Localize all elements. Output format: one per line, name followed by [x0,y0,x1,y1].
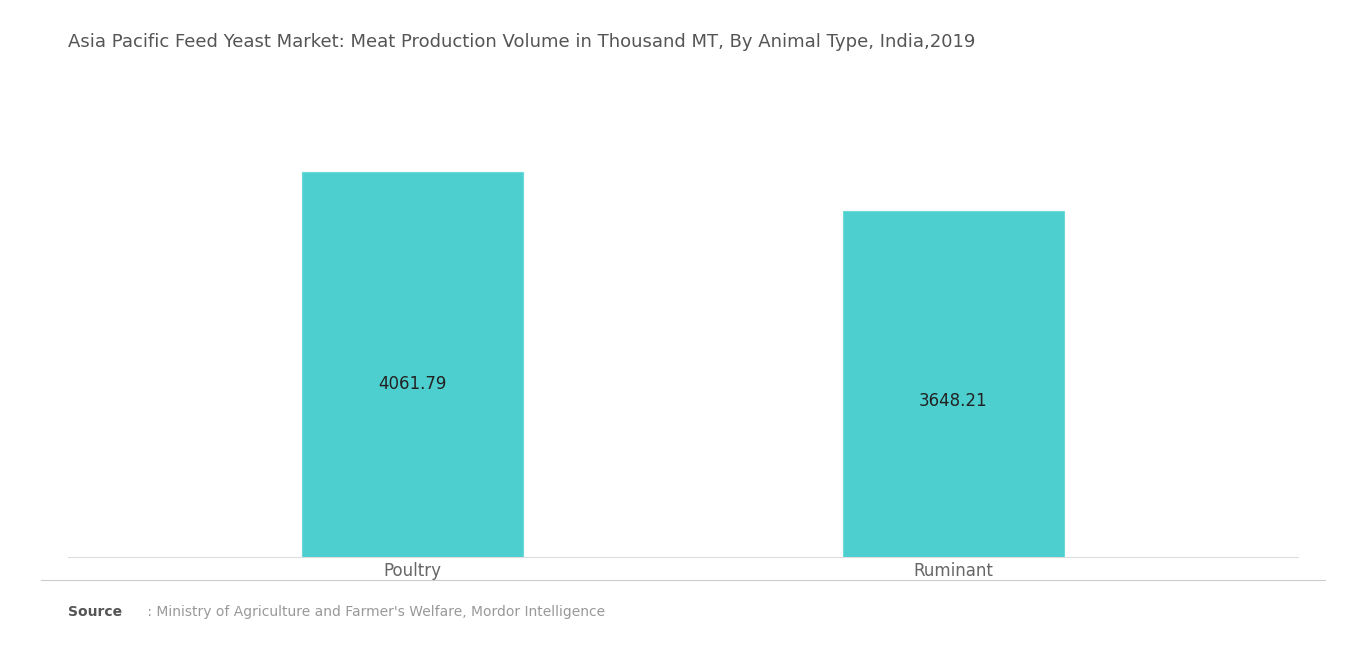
Text: 4061.79: 4061.79 [378,375,447,392]
Text: 3648.21: 3648.21 [919,392,988,410]
Bar [843,211,1064,557]
Text: Source: Source [68,605,123,619]
Bar [302,172,523,557]
Text: Asia Pacific Feed Yeast Market: Meat Production Volume in Thousand MT, By Animal: Asia Pacific Feed Yeast Market: Meat Pro… [68,33,975,50]
Text: : Ministry of Agriculture and Farmer's Welfare, Mordor Intelligence: : Ministry of Agriculture and Farmer's W… [143,605,605,619]
